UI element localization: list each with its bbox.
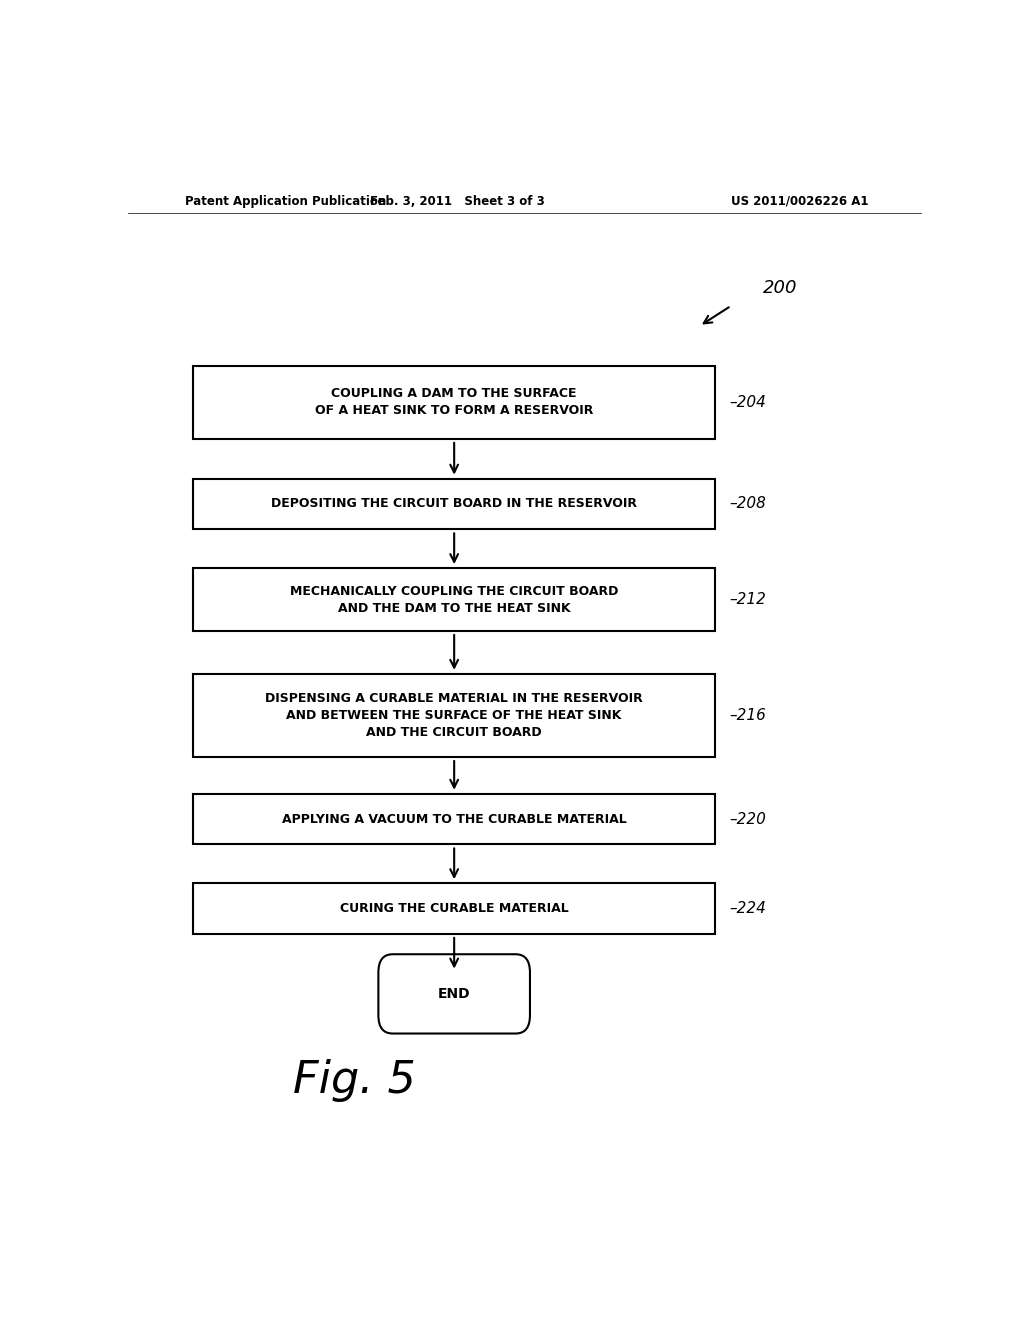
Text: Patent Application Publication: Patent Application Publication <box>185 194 386 207</box>
Text: –208: –208 <box>729 496 766 511</box>
Text: MECHANICALLY COUPLING THE CIRCUIT BOARD
AND THE DAM TO THE HEAT SINK: MECHANICALLY COUPLING THE CIRCUIT BOARD … <box>290 585 618 615</box>
Text: –204: –204 <box>729 395 766 409</box>
Text: DEPOSITING THE CIRCUIT BOARD IN THE RESERVOIR: DEPOSITING THE CIRCUIT BOARD IN THE RESE… <box>271 498 637 511</box>
FancyBboxPatch shape <box>379 954 530 1034</box>
Text: –224: –224 <box>729 902 766 916</box>
Text: –220: –220 <box>729 812 766 826</box>
Text: US 2011/0026226 A1: US 2011/0026226 A1 <box>731 194 868 207</box>
Text: DISPENSING A CURABLE MATERIAL IN THE RESERVOIR
AND BETWEEN THE SURFACE OF THE HE: DISPENSING A CURABLE MATERIAL IN THE RES… <box>265 692 643 739</box>
Text: END: END <box>438 987 470 1001</box>
Text: –216: –216 <box>729 708 766 723</box>
Text: CURING THE CURABLE MATERIAL: CURING THE CURABLE MATERIAL <box>340 902 568 915</box>
Text: Fig. 5: Fig. 5 <box>293 1059 416 1102</box>
FancyBboxPatch shape <box>194 479 715 529</box>
Text: Feb. 3, 2011   Sheet 3 of 3: Feb. 3, 2011 Sheet 3 of 3 <box>370 194 545 207</box>
Text: APPLYING A VACUUM TO THE CURABLE MATERIAL: APPLYING A VACUUM TO THE CURABLE MATERIA… <box>282 813 627 825</box>
Text: COUPLING A DAM TO THE SURFACE
OF A HEAT SINK TO FORM A RESERVOIR: COUPLING A DAM TO THE SURFACE OF A HEAT … <box>315 387 593 417</box>
Text: 200: 200 <box>763 280 798 297</box>
FancyBboxPatch shape <box>194 366 715 440</box>
Text: –212: –212 <box>729 591 766 607</box>
FancyBboxPatch shape <box>194 568 715 631</box>
FancyBboxPatch shape <box>194 793 715 845</box>
FancyBboxPatch shape <box>194 673 715 758</box>
FancyBboxPatch shape <box>194 883 715 935</box>
